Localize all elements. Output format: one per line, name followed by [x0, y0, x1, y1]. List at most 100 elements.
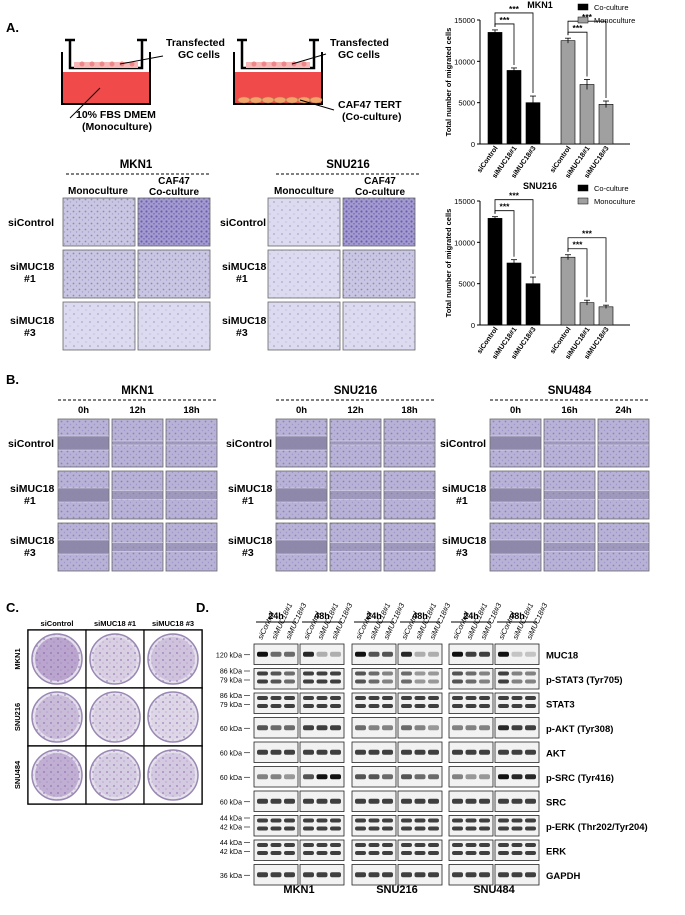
blot-label: GAPDH: [546, 871, 580, 882]
blot-band: [414, 826, 426, 831]
blot-band: [355, 725, 366, 731]
wound-gap: [58, 540, 109, 554]
row-label-num1-a1: #1: [24, 273, 36, 285]
blot-band: [401, 671, 412, 676]
row-label: siMUC18: [442, 483, 487, 495]
time-label: 48h: [314, 611, 330, 621]
blot-band: [525, 704, 536, 708]
wound-gap: [166, 441, 217, 445]
blot-band: [270, 704, 282, 708]
row-label-simuc18-3-a2: siMUC18: [222, 315, 267, 327]
y-tick-label: 5000: [458, 99, 475, 108]
blot-band: [401, 704, 412, 708]
blot-band: [382, 826, 393, 831]
blot-band: [465, 696, 477, 700]
blot-band: [511, 749, 523, 755]
blot-band: [303, 798, 314, 804]
blot-band: [257, 851, 268, 855]
blot-band: [270, 843, 282, 847]
blot-band: [382, 774, 393, 780]
kda-label: 79 kDa: [220, 702, 242, 709]
blot-band: [511, 679, 523, 684]
blot-band: [355, 872, 366, 878]
blot-band: [316, 774, 328, 780]
blot-band: [270, 818, 282, 823]
blot-band: [284, 696, 295, 700]
blot-band: [479, 651, 490, 657]
blot-band: [452, 818, 463, 823]
colony-col-label: siControl: [41, 619, 74, 628]
blot-band: [330, 725, 341, 731]
transwell-image: [137, 197, 211, 247]
legend-label: Monoculture: [594, 197, 635, 206]
label-caf-1: CAF47 TERT: [338, 99, 402, 111]
blot-band: [428, 725, 439, 731]
blot-band: [414, 818, 426, 823]
blot-band: [257, 798, 268, 804]
kda-label: 44 kDa: [220, 816, 242, 823]
blot-frame: [448, 766, 494, 788]
blot-band: [257, 696, 268, 700]
blot-band: [368, 671, 380, 676]
panel-label-c: C.: [6, 600, 19, 615]
blot-band: [498, 704, 509, 708]
label-gc-right-1: Transfected: [330, 37, 389, 49]
blot-band: [465, 679, 477, 684]
blot-band: [428, 843, 439, 847]
blot-band: [330, 671, 341, 676]
blot-band: [414, 749, 426, 755]
blot-band: [270, 826, 282, 831]
blot-band: [382, 696, 393, 700]
blot-band: [452, 872, 463, 878]
blot-band: [330, 843, 341, 847]
colony-col-label: siMUC18 #1: [94, 619, 136, 628]
wound-title: SNU484: [548, 385, 592, 397]
colony-stain: [151, 753, 195, 797]
blot-band: [511, 872, 523, 878]
blot-band: [465, 798, 477, 804]
blot-band: [284, 798, 295, 804]
kda-label: 60 kDa: [220, 799, 242, 806]
blot-band: [498, 679, 509, 684]
blot-band: [316, 671, 328, 676]
blot-band: [355, 818, 366, 823]
time-label: 12h: [129, 405, 146, 416]
blot-band: [368, 872, 380, 878]
blot-band: [270, 798, 282, 804]
significance-label: ***: [582, 229, 593, 239]
blot-band: [428, 872, 439, 878]
y-tick-label: 15000: [454, 16, 475, 25]
blot-band: [330, 774, 341, 780]
row-label: siControl: [8, 438, 54, 450]
time-label: 16h: [561, 405, 578, 416]
blot-band: [257, 725, 268, 731]
kda-label: 44 kDa: [220, 840, 242, 847]
time-label: 18h: [401, 405, 418, 416]
colony-dish: [31, 633, 83, 685]
blot-band: [525, 774, 536, 780]
blot-band: [525, 725, 536, 731]
wound-gap: [276, 488, 327, 502]
blot-band: [382, 704, 393, 708]
wound-gap: [544, 490, 595, 500]
colony-row-label: MKN1: [13, 648, 22, 669]
blot-band: [498, 818, 509, 823]
blot-band: [414, 671, 426, 676]
significance-bracket: [494, 12, 534, 94]
blot-band: [355, 749, 366, 755]
row-label-simuc18-3-a1: siMUC18: [10, 315, 55, 327]
blot-band: [428, 651, 439, 657]
blot-band: [401, 818, 412, 823]
blot-band: [479, 826, 490, 831]
col-caf-snu216-2: Co-culture: [355, 187, 405, 198]
blot-band: [525, 843, 536, 847]
row-label: siControl: [440, 438, 486, 450]
row-label-simuc18-1-a2: siMUC18: [222, 261, 267, 273]
transwell-image: [267, 197, 341, 247]
blot-band: [525, 651, 536, 657]
significance-label: ***: [500, 15, 511, 25]
blot-band: [303, 651, 314, 657]
blot-band: [498, 843, 509, 847]
blot-band: [414, 704, 426, 708]
blot-band: [452, 774, 463, 780]
